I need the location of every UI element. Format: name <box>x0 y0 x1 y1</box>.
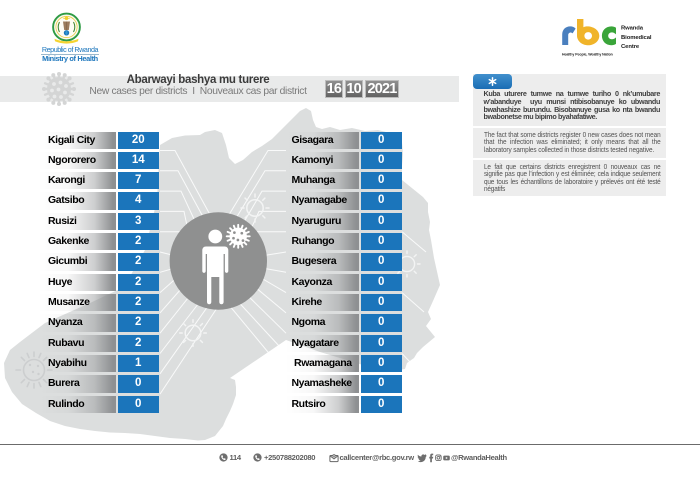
svg-text:Rwanda: Rwanda <box>621 26 644 32</box>
svg-text:Healthy People, Wealthy Nation: Healthy People, Wealthy Nation <box>562 52 613 56</box>
svg-text:Centre: Centre <box>621 44 640 50</box>
svg-text:Biomedical: Biomedical <box>621 35 652 41</box>
